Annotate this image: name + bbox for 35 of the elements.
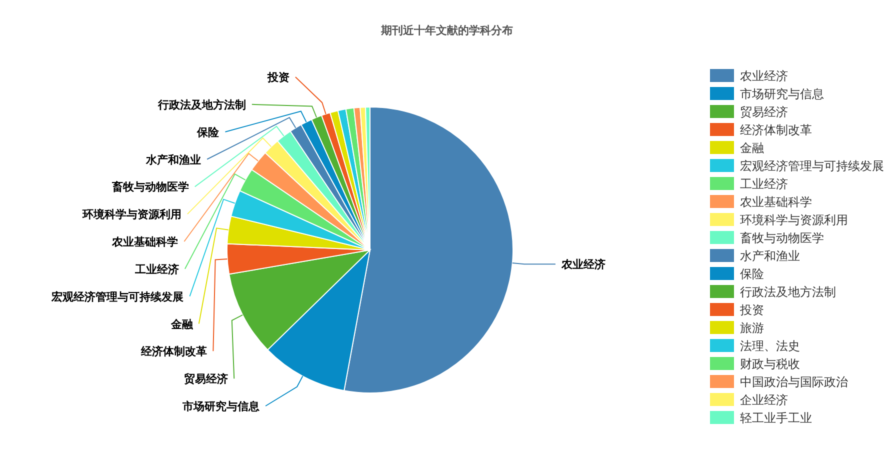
legend-label: 金融 (740, 141, 764, 155)
slice-label: 投资 (266, 71, 290, 84)
legend-label: 农业经济 (740, 69, 788, 83)
legend-label: 企业经济 (740, 393, 788, 407)
legend-label: 宏观经济管理与可持续发展 (740, 159, 884, 173)
legend-label: 保险 (740, 267, 764, 281)
slice-label: 农业经济 (560, 258, 606, 272)
legend-label: 畜牧与动物医学 (740, 231, 824, 245)
legend-label: 经济体制改革 (740, 123, 812, 137)
legend-label: 投资 (739, 303, 764, 317)
slice-label: 工业经济 (134, 262, 179, 276)
slice-label: 农业基础科学 (111, 236, 178, 248)
legend-label: 法理、法史 (740, 339, 800, 353)
legend-label: 轻工业手工业 (740, 411, 812, 425)
legend-label: 财政与税收 (740, 357, 800, 371)
legend-label: 工业经济 (740, 177, 788, 191)
slice-label: 水产和渔业 (145, 153, 202, 166)
legend-label: 贸易经济 (740, 105, 788, 119)
slice-label: 保险 (196, 126, 220, 139)
slice-label: 环境科学与资源利用 (81, 208, 182, 222)
legend-label: 水产和渔业 (740, 249, 800, 263)
legend-label: 中国政治与国际政治 (740, 375, 848, 389)
legend-label: 农业基础科学 (740, 195, 812, 209)
legend-label: 旅游 (740, 321, 764, 335)
chart-title: 期刊近十年文献的学科分布 (380, 24, 513, 37)
legend-label: 环境科学与资源利用 (740, 213, 848, 227)
slice-label: 宏观经济管理与可持续发展 (50, 290, 184, 304)
slice-label: 贸易经济 (184, 372, 228, 386)
legend-label: 行政法及地方法制 (740, 285, 836, 299)
legend-label: 市场研究与信息 (740, 87, 824, 101)
slice-label: 金融 (170, 318, 194, 331)
slice-label: 行政法及地方法制 (156, 98, 246, 112)
slice-label: 市场研究与信息 (182, 400, 261, 413)
slice-label: 经济体制改革 (140, 345, 208, 358)
slice-label: 畜牧与动物医学 (110, 180, 189, 194)
